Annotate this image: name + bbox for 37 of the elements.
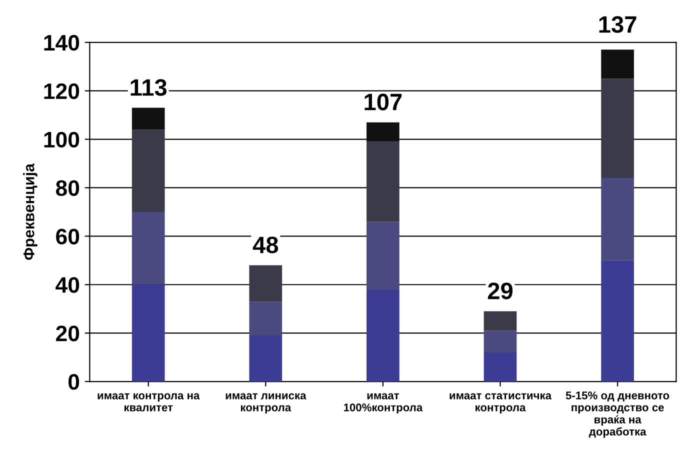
bar [249, 265, 282, 302]
bar [132, 284, 165, 382]
total-label: 137 [599, 16, 636, 33]
bar [249, 335, 282, 382]
y-tick-label: 140 [44, 34, 80, 51]
bar [601, 260, 634, 382]
bar [601, 78, 634, 178]
y-tick-label: 0 [68, 374, 80, 390]
x-tick-label: имаат 100%контрола [344, 393, 423, 414]
y-tick-label: 60 [56, 228, 80, 244]
total-label: 113 [130, 79, 167, 96]
bar [366, 289, 400, 382]
bar [601, 178, 634, 260]
bar [484, 311, 517, 331]
y-tick-label: 100 [44, 132, 80, 148]
x-tick-label: 5-15% од дневното производство се враќа на доработка [566, 392, 670, 438]
y-tick-label: 40 [56, 277, 80, 293]
total-label: 29 [488, 282, 513, 300]
bar [132, 130, 165, 212]
bar [601, 50, 634, 79]
total-label: 107 [364, 94, 402, 110]
x-tick-label: имаат контрола на квалитет [98, 393, 200, 412]
bar [484, 352, 517, 382]
total-label: 48 [252, 236, 278, 254]
bar [249, 302, 282, 336]
y-axis-title: Фреквенција [23, 163, 38, 260]
y-tick-label: 80 [56, 180, 80, 196]
bar [484, 330, 517, 352]
bar [366, 142, 400, 222]
x-tick-label: имаат статистичка контрола [450, 393, 552, 414]
bar [132, 212, 165, 285]
x-tick-label: имаат линиска контрола [226, 393, 306, 414]
bar [132, 108, 165, 130]
y-tick-label: 20 [56, 326, 80, 342]
y-tick-label: 120 [44, 83, 80, 100]
bar [366, 222, 400, 290]
bar [366, 122, 400, 142]
